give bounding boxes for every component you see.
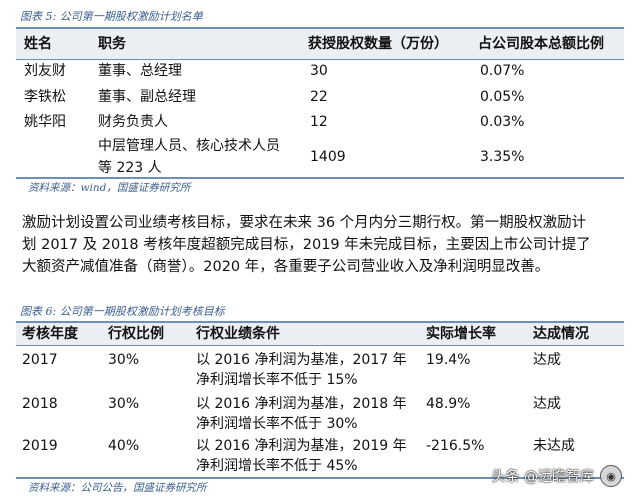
watermark: 头条 @远瞻智库 ◉ xyxy=(492,465,622,487)
table1-header-name: 姓名 xyxy=(24,36,52,52)
paragraph-line: 大额资产减值准备（商誉）。2020 年，各重要子公司营业收入及净利润明显改善。 xyxy=(22,259,550,275)
table2-header-ratio: 行权比例 xyxy=(108,326,164,342)
table1-cell-name: 刘友财 xyxy=(24,63,66,79)
table1-header-pct: 占公司股本总额比例 xyxy=(478,36,604,52)
table2-cell-ratio: 30% xyxy=(108,396,140,412)
table2-cell-condition: 以 2016 净利润为基准，2019 年 xyxy=(196,438,407,454)
table1-header-row xyxy=(16,29,624,59)
table1-source: 资料来源：wind，国盛证券研究所 xyxy=(28,182,191,194)
table2-cell-status: 达成 xyxy=(533,396,561,412)
table1-cell-qty: 12 xyxy=(310,114,328,130)
table2-cell-ratio: 30% xyxy=(108,352,140,368)
table2-cell-condition-line2: 净利润增长率不低于 15% xyxy=(196,372,358,388)
table2-bottom-rule xyxy=(16,477,624,479)
table2-cell-growth: -216.5% xyxy=(426,438,485,454)
table2-header-rule xyxy=(16,345,624,346)
table1-cell-pct: 0.05% xyxy=(480,89,525,105)
table2-cell-year: 2019 xyxy=(22,438,58,454)
table1-cell-pct: 0.07% xyxy=(480,63,525,79)
table2-top-rule xyxy=(16,321,624,323)
table1-cell-role-line2: 等 223 人 xyxy=(98,160,162,176)
paragraph-line: 激励计划设置公司业绩考核目标，要求在未来 36 个月内分三期行权。第一期股权激励… xyxy=(22,215,587,231)
table2-cell-growth: 19.4% xyxy=(426,352,471,368)
table2-header-status: 达成情况 xyxy=(533,326,589,342)
table2-cell-year: 2017 xyxy=(22,352,58,368)
table1-caption: 图表 5: 公司第一期股权激励计划名单 xyxy=(20,10,203,23)
table2-cell-condition-line2: 净利润增长率不低于 30% xyxy=(196,416,358,432)
table1-bottom-rule xyxy=(16,177,624,179)
table1-cell-pct: 3.35% xyxy=(480,149,525,165)
table2-cell-condition-line2: 净利润增长率不低于 45% xyxy=(196,458,358,474)
table1-cell-name: 李铁松 xyxy=(24,89,66,105)
table2-source: 资料来源：公司公告，国盛证券研究所 xyxy=(28,482,207,494)
table2-cell-condition: 以 2016 净利润为基准，2017 年 xyxy=(196,352,407,368)
table1-cell-role: 财务负责人 xyxy=(98,114,168,130)
table1-top-rule xyxy=(16,27,624,29)
table1-cell-role: 董事、副总经理 xyxy=(98,89,196,105)
body-paragraph: 激励计划设置公司业绩考核目标，要求在未来 36 个月内分三期行权。第一期股权激励… xyxy=(22,212,624,278)
table1-cell-qty: 1409 xyxy=(310,149,346,165)
table2-header-year: 考核年度 xyxy=(22,326,78,342)
watermark-text: 头条 @远瞻智库 xyxy=(491,469,594,485)
table1-cell-qty: 30 xyxy=(310,63,328,79)
table1-header-rule xyxy=(16,59,624,60)
table2-header-row xyxy=(16,323,624,345)
table1-header-qty: 获授股权数量（万份） xyxy=(308,36,448,52)
avatar-icon: ◉ xyxy=(600,465,622,487)
table2-header-condition: 行权业绩条件 xyxy=(196,326,280,342)
table2-cell-status: 未达成 xyxy=(533,438,575,454)
table2-cell-status: 达成 xyxy=(533,352,561,368)
table2-cell-ratio: 40% xyxy=(108,438,140,454)
table1-cell-pct: 0.03% xyxy=(480,114,525,130)
table2-caption: 图表 6: 公司第一期股权激励计划考核目标 xyxy=(20,305,225,318)
table1-header-role: 职务 xyxy=(98,36,126,52)
table2-cell-year: 2018 xyxy=(22,396,58,412)
table1-cell-role: 中层管理人员、核心技术人员 xyxy=(98,138,280,154)
table2-cell-condition: 以 2016 净利润为基准，2018 年 xyxy=(196,396,407,412)
table1-cell-role: 董事、总经理 xyxy=(98,63,182,79)
paragraph-line: 划 2017 及 2018 考核年度超额完成目标，2019 年未完成目标，主要因… xyxy=(22,237,591,253)
table2-header-growth: 实际增长率 xyxy=(426,326,496,342)
table1-cell-name: 姚华阳 xyxy=(24,114,66,130)
table1-cell-qty: 22 xyxy=(310,89,328,105)
table2-cell-growth: 48.9% xyxy=(426,396,471,412)
